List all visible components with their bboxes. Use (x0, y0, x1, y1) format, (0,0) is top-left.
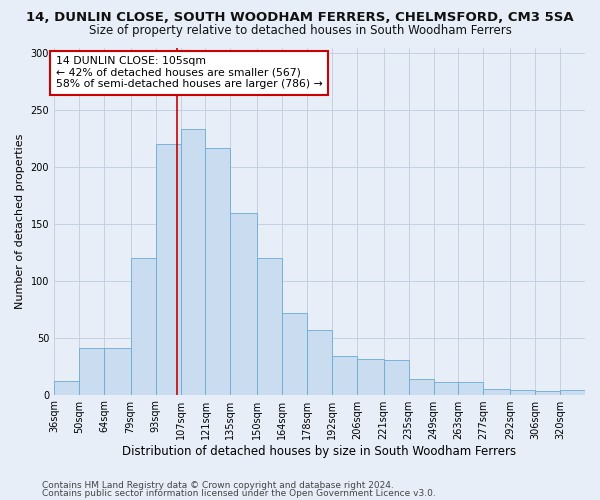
Bar (54, 381, 79, 394)
Bar (383, 360, 409, 394)
Text: 14 DUNLIN CLOSE: 105sqm
← 42% of detached houses are smaller (567)
58% of semi-d: 14 DUNLIN CLOSE: 105sqm ← 42% of detache… (56, 56, 323, 90)
Text: 14, DUNLIN CLOSE, SOUTH WOODHAM FERRERS, CHELMSFORD, CM3 5SA: 14, DUNLIN CLOSE, SOUTH WOODHAM FERRERS,… (26, 11, 574, 24)
Bar (257, 258, 282, 394)
Bar (230, 212, 257, 394)
Bar (131, 258, 155, 394)
Text: Contains public sector information licensed under the Open Government Licence v3: Contains public sector information licen… (42, 488, 436, 498)
Bar (434, 382, 458, 394)
Bar (510, 390, 535, 394)
Bar (104, 348, 131, 395)
Y-axis label: Number of detached properties: Number of detached properties (15, 134, 25, 308)
Bar (79, 348, 104, 395)
Bar (181, 130, 205, 394)
Text: Size of property relative to detached houses in South Woodham Ferrers: Size of property relative to detached ho… (89, 24, 511, 37)
X-axis label: Distribution of detached houses by size in South Woodham Ferrers: Distribution of detached houses by size … (122, 444, 517, 458)
Bar (458, 382, 484, 394)
Bar (155, 144, 181, 395)
Bar (282, 312, 307, 394)
Text: Contains HM Land Registry data © Crown copyright and database right 2024.: Contains HM Land Registry data © Crown c… (42, 481, 394, 490)
Bar (484, 389, 510, 394)
Bar (205, 148, 230, 394)
Bar (535, 391, 560, 394)
Bar (357, 360, 383, 394)
Bar (560, 390, 585, 394)
Bar (307, 330, 332, 394)
Bar (332, 356, 357, 395)
Bar (409, 378, 434, 394)
